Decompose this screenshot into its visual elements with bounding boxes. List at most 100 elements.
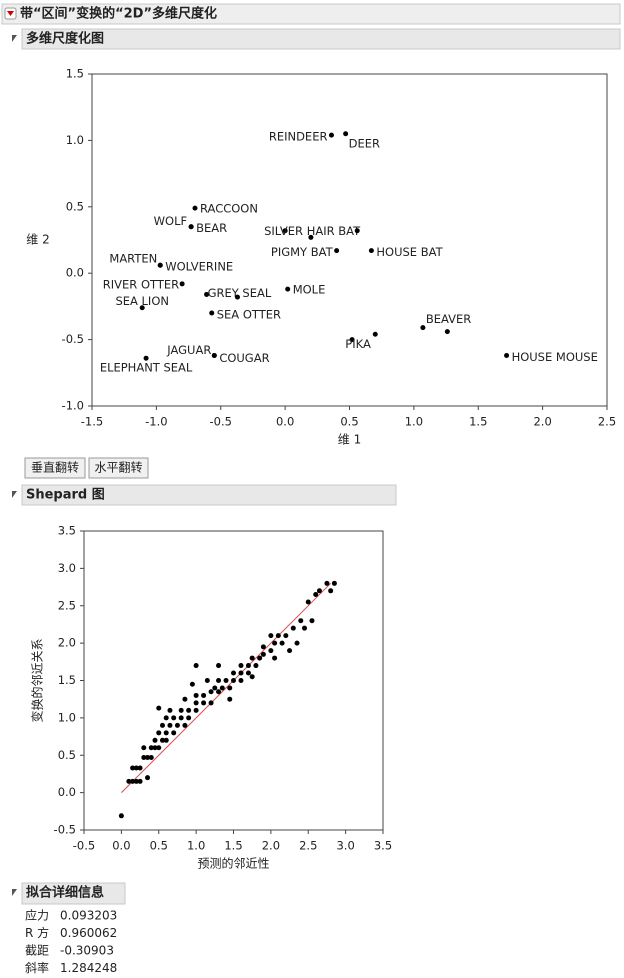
point	[328, 588, 334, 594]
point	[204, 678, 210, 683]
y-tick-label: 3.0	[58, 561, 76, 575]
x-tick-label: 2.0	[262, 839, 280, 853]
x-axis-label: 预测的邻近性	[197, 856, 269, 871]
y-axis-label: 变换的邻近关系	[30, 638, 45, 722]
x-tick-label: 1.5	[224, 839, 242, 853]
point	[349, 337, 355, 343]
disclosure[interactable]	[12, 35, 17, 42]
y-tick-label: 0.0	[66, 266, 84, 280]
point	[285, 286, 291, 292]
x-tick-label: 2.5	[299, 839, 317, 853]
page-title: 带“区间”变换的“2D”多维尺度化	[20, 6, 217, 22]
point-label: HOUSE BAT	[376, 245, 443, 259]
point	[148, 745, 154, 751]
point	[504, 353, 510, 359]
point	[316, 588, 322, 594]
point	[294, 640, 300, 646]
point	[204, 291, 210, 297]
point	[290, 625, 296, 631]
point	[219, 685, 225, 691]
point	[279, 640, 285, 646]
y-tick-label: 2.5	[58, 598, 76, 612]
y-tick-label: 0.5	[58, 748, 76, 762]
point	[334, 248, 340, 254]
point	[178, 715, 184, 721]
point	[275, 633, 281, 639]
y-tick-label: 0.5	[66, 199, 84, 213]
point	[137, 778, 143, 784]
x-tick-label: 0.0	[276, 415, 294, 429]
button-label[interactable]: 水平翻转	[94, 460, 142, 475]
x-tick-label: 0.5	[150, 839, 168, 853]
y-tick-label: 2.0	[58, 636, 76, 650]
reference-line	[121, 582, 332, 793]
point-label: RIVER OTTER	[103, 277, 179, 291]
point	[287, 648, 293, 654]
point	[223, 678, 229, 683]
y-tick-label: -1.0	[62, 399, 84, 413]
point	[444, 329, 450, 335]
point	[141, 745, 147, 751]
x-axis-label: 维 1	[338, 433, 361, 447]
point	[145, 754, 151, 760]
x-tick-label: -0.5	[73, 839, 95, 853]
point	[227, 685, 233, 691]
point	[159, 737, 165, 743]
point-label: SEA OTTER	[217, 308, 281, 322]
point	[188, 224, 194, 230]
point	[260, 644, 266, 650]
point	[182, 696, 188, 702]
disclosure[interactable]	[12, 889, 17, 896]
button[interactable]	[88, 457, 149, 479]
point	[159, 722, 165, 728]
plot-frame	[91, 73, 608, 407]
menu-triangle	[7, 11, 14, 16]
section-title: Shepard 图	[26, 488, 105, 503]
point	[192, 205, 198, 211]
fit-label: 应力	[25, 908, 49, 923]
section-bar	[21, 484, 397, 506]
x-tick-label: 2.0	[533, 415, 551, 429]
point	[253, 663, 259, 669]
point	[249, 655, 255, 661]
point	[420, 325, 426, 331]
point	[133, 765, 139, 771]
fit-label: 斜率	[25, 960, 49, 975]
point-label: ELEPHANT SEAL	[100, 361, 193, 375]
y-axis-label: 维 2	[26, 233, 49, 247]
disclosure[interactable]	[12, 491, 17, 498]
point-label: BEAVER	[426, 312, 471, 326]
button-label[interactable]: 垂直翻转	[31, 460, 79, 475]
y-tick-label: 1.0	[58, 710, 76, 724]
x-tick-label: 0.0	[112, 839, 130, 853]
x-tick-label: -0.5	[210, 415, 232, 429]
point	[143, 355, 149, 361]
point	[272, 655, 278, 661]
point	[157, 262, 163, 268]
y-tick-label: 0.0	[58, 785, 76, 799]
point-label: DEER	[349, 136, 380, 150]
point	[238, 670, 244, 676]
point	[186, 715, 192, 721]
point	[212, 685, 218, 691]
point	[313, 592, 319, 598]
point-label: SEA LION	[115, 294, 169, 308]
point-label: MOLE	[293, 283, 326, 297]
point	[130, 778, 136, 784]
point	[145, 775, 151, 781]
point	[268, 633, 274, 639]
point-label: COUGAR	[219, 351, 269, 365]
button[interactable]	[24, 457, 86, 479]
point	[308, 234, 314, 240]
y-tick-label: 1.0	[66, 133, 84, 147]
x-tick-label: 1.5	[469, 415, 487, 429]
point-label: RACCOON	[200, 202, 258, 216]
point	[171, 715, 177, 721]
point-label: WOLF	[154, 214, 187, 228]
y-tick-label: 3.5	[58, 524, 76, 538]
point	[152, 737, 158, 743]
point	[283, 633, 289, 639]
point-label: GREY SEAL	[208, 286, 272, 300]
section-title: 多维尺度化图	[26, 31, 104, 47]
point	[179, 281, 185, 287]
